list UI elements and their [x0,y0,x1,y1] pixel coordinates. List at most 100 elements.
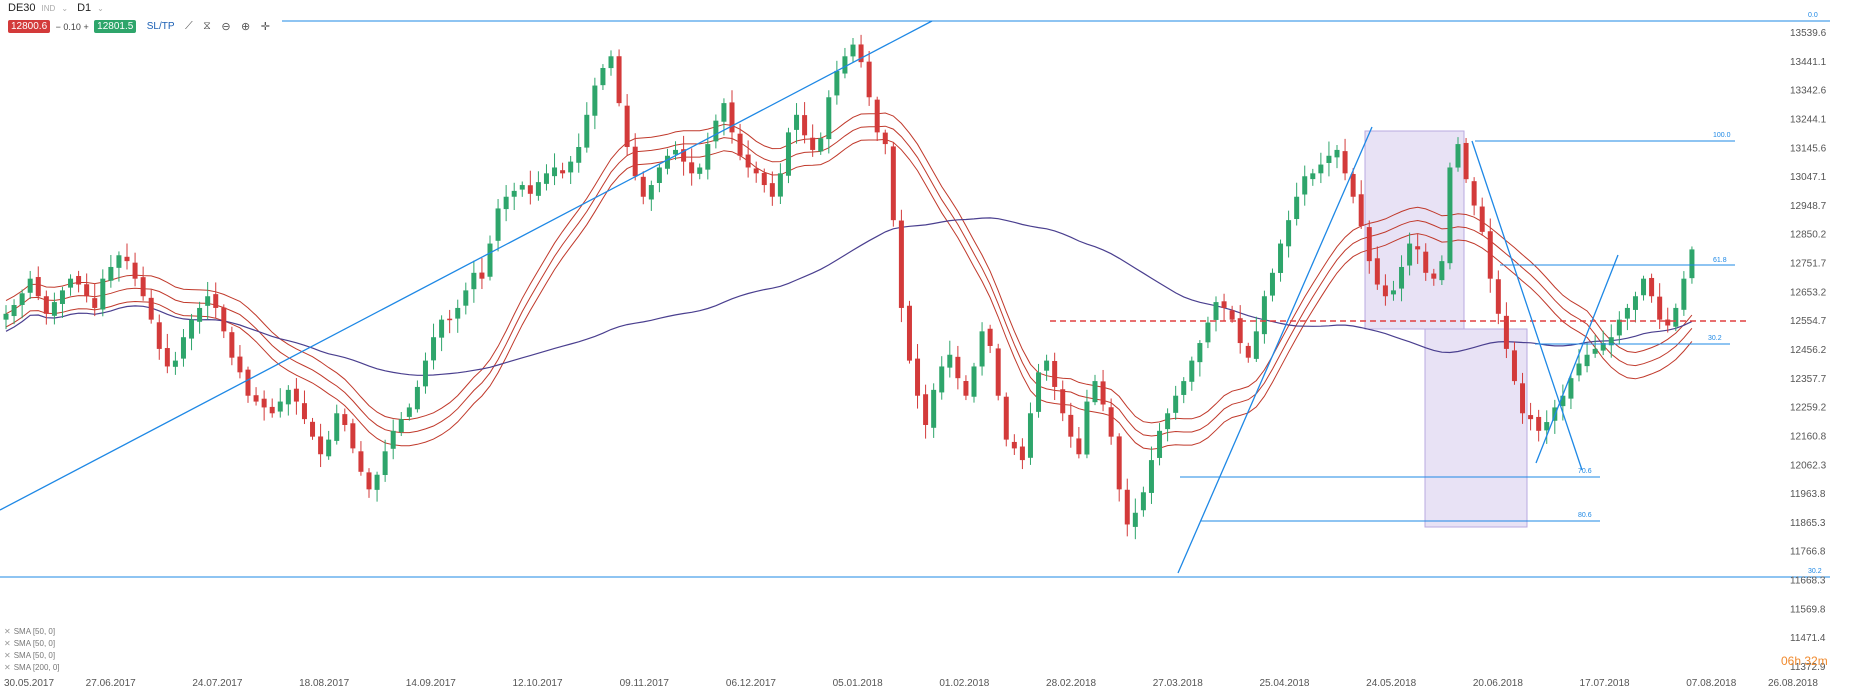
candle-body [705,144,711,170]
candle-body [1148,460,1154,493]
close-icon[interactable]: ✕ [4,627,11,636]
lot-minus[interactable]: − [55,21,61,32]
candle-body [197,307,203,322]
close-icon[interactable]: ✕ [4,651,11,660]
candle-body [1108,407,1114,437]
y-tick-label: 12160.8 [1790,431,1827,442]
candle-body [1318,164,1324,174]
zoom-in-icon[interactable]: ⊕ [241,21,251,34]
candle-body [721,103,727,122]
candle-body [753,168,759,174]
x-tick-label: 14.09.2017 [406,678,456,689]
candle-body [1447,167,1453,264]
candle-body [931,389,937,428]
legend-item[interactable]: ✕ SMA [200, 0] [4,662,60,674]
candle-body [1503,315,1509,349]
candle-body [285,389,291,405]
candle-body [971,366,977,397]
legend-item[interactable]: ✕ SMA [50, 0] [4,638,60,650]
candle-body [366,472,372,490]
candle-body [140,277,146,297]
candle-body [1019,446,1025,461]
drawings [0,20,1830,578]
legend-item[interactable]: ✕ SMA [50, 0] [4,626,60,638]
candle-body [697,167,703,174]
candle-body [592,85,598,116]
candle-body [1415,246,1421,250]
y-tick-label: 13539.6 [1790,28,1827,39]
candle-body [1261,296,1267,335]
close-icon[interactable]: ✕ [4,663,11,672]
indicators-icon[interactable]: ⧖ [203,20,211,33]
candle-body [584,114,590,148]
y-tick-label: 13145.6 [1790,143,1827,154]
timeframe[interactable]: D1 [77,2,92,14]
candle-body [1608,337,1614,346]
line-chart-icon[interactable]: ⟋ [185,20,193,33]
crosshair-icon[interactable]: ✛ [260,21,270,34]
candle-body [1310,173,1316,180]
x-tick-label: 09.11.2017 [620,678,670,689]
legend-label: SMA [50, 0] [13,651,56,660]
lot-value[interactable]: 0.10 [63,21,81,32]
y-tick-label: 11963.8 [1790,489,1826,500]
chart-toolbar: DE30 IND ⌄ D1 ⌄ 12800.6− 0.10 +12801.5 SL/T… [8,2,308,42]
candle-body [842,56,848,74]
candle-body [713,120,719,142]
chevron-down-icon[interactable]: ⌄ [61,4,69,13]
symbol-name[interactable]: DE30 [8,2,36,14]
lot-plus[interactable]: + [83,21,89,32]
legend-label: SMA [50, 0] [13,639,56,648]
candle-body [995,348,1001,396]
candle-body [939,366,945,393]
candle-body [882,132,888,145]
candle-body [1003,396,1009,440]
zoom-out-icon[interactable]: ⊖ [221,21,231,34]
candle-body [818,138,824,152]
y-tick-label: 11865.3 [1790,518,1826,529]
candle-body [19,293,25,305]
y-tick-label: 12653.2 [1790,287,1827,298]
zigzag-1 [1177,126,1373,574]
chevron-down-icon[interactable]: ⌄ [97,4,104,13]
candle-body [1326,155,1332,163]
candle-body [560,170,566,174]
candle-body [293,388,299,402]
candle-body [1197,343,1203,363]
candle-body [1390,290,1396,295]
candle-body [1681,278,1687,310]
candle-body [1479,206,1485,232]
fib-label-100: 100.0 [1713,132,1731,139]
candle-body [1132,512,1138,527]
y-tick-label: 12850.2 [1790,230,1827,241]
y-tick-label: 12456.2 [1790,345,1827,356]
candle-body [245,369,251,396]
legend-item[interactable]: ✕ SMA [50, 0] [4,650,60,662]
lot-stepper[interactable]: − 0.10 + [50,22,94,32]
candle-body [923,394,929,425]
candle-body [915,358,921,396]
buy-button[interactable]: 12801.5 [94,20,137,34]
candle-body [1140,492,1146,511]
candle-body [1495,279,1501,314]
candle-body [156,322,162,349]
candle-body [1657,296,1663,320]
candle-body [1584,354,1590,367]
close-icon[interactable]: ✕ [4,639,11,648]
candle-body [1068,414,1074,437]
sell-button[interactable]: 12800.6 [8,20,51,34]
sltp-button[interactable]: SL/TP [146,21,175,33]
candle-body [1173,395,1179,413]
candle-body [414,386,420,410]
candle-body [826,97,832,140]
candle-body [68,278,74,288]
candle-body [108,266,114,281]
candle-body [1431,273,1437,279]
candle-body [1294,196,1300,220]
candle-body [1253,331,1259,359]
candle-body [1649,277,1655,297]
y-tick-label: 13441.1 [1790,57,1827,68]
candle-body [1560,395,1566,407]
candle-body [1334,149,1340,158]
